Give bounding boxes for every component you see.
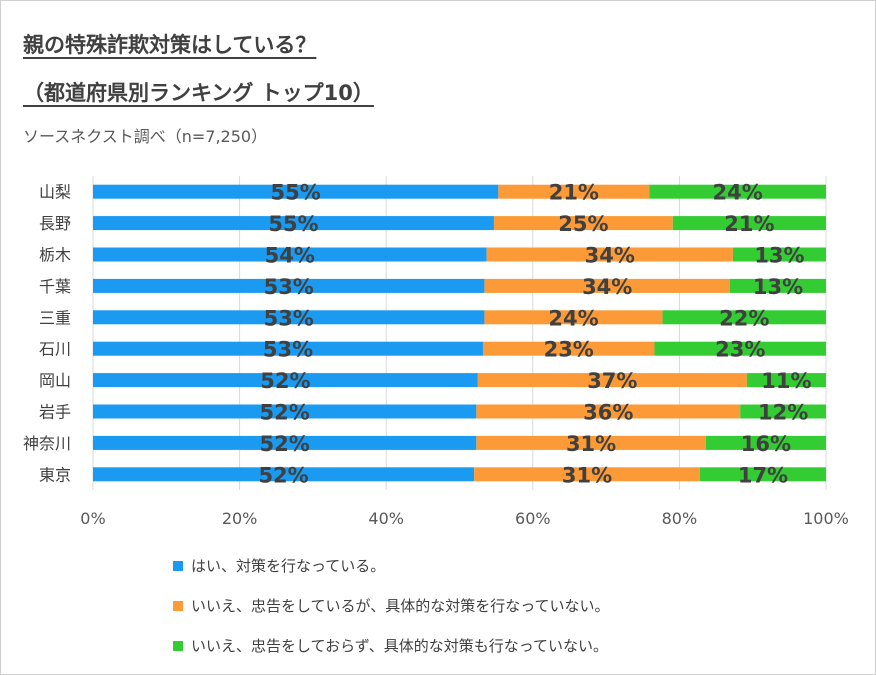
data-label: 22% bbox=[719, 306, 769, 330]
bar-segment bbox=[476, 404, 741, 419]
bar-segment bbox=[654, 341, 826, 356]
bar-segment bbox=[93, 278, 485, 293]
category-label: 神奈川 bbox=[23, 434, 71, 453]
bar-segment bbox=[474, 467, 700, 482]
data-label: 52% bbox=[258, 463, 308, 487]
bar-segment bbox=[729, 278, 826, 293]
category-label: 東京 bbox=[39, 465, 71, 484]
legend-swatch-advice-only bbox=[173, 600, 183, 611]
bar-segment bbox=[476, 435, 706, 450]
bar-segment bbox=[93, 247, 487, 262]
legend-label-none: いいえ、忠告をしておらず、具体的な対策も行なっていない。 bbox=[191, 637, 609, 655]
category-label: 岩手 bbox=[39, 403, 71, 422]
data-label: 13% bbox=[754, 244, 804, 268]
category-label: 山梨 bbox=[39, 183, 71, 202]
legend-swatch-yes bbox=[173, 560, 183, 571]
bar-segment bbox=[93, 467, 475, 482]
bar-segment bbox=[484, 310, 663, 325]
data-label: 16% bbox=[741, 432, 791, 456]
data-label: 52% bbox=[260, 369, 310, 393]
x-tick-label: 20% bbox=[222, 509, 258, 528]
bar-segment bbox=[486, 247, 733, 262]
data-label: 24% bbox=[548, 306, 598, 330]
category-label: 長野 bbox=[39, 214, 71, 233]
bar-segment bbox=[484, 278, 730, 293]
legend-swatch-none bbox=[173, 640, 183, 651]
data-label: 55% bbox=[268, 212, 318, 236]
bar-segment bbox=[672, 216, 826, 231]
data-label: 52% bbox=[260, 432, 310, 456]
legend-label-advice-only: いいえ、忠告をしているが、具体的な対策を行なっていない。 bbox=[191, 597, 610, 615]
data-label: 34% bbox=[582, 275, 632, 299]
category-label: 栃木 bbox=[39, 246, 71, 265]
bar-segment bbox=[482, 341, 655, 356]
data-label: 53% bbox=[263, 338, 313, 362]
x-tick-label: 80% bbox=[662, 509, 698, 528]
data-label: 21% bbox=[724, 212, 774, 236]
bar-segment bbox=[93, 435, 477, 450]
bar-segment bbox=[93, 341, 483, 356]
legend-item-advice-only: いいえ、忠告をしているが、具体的な対策を行なっていない。 bbox=[173, 595, 610, 616]
bar-segment bbox=[662, 310, 826, 325]
bar-segment bbox=[93, 184, 499, 199]
category-label: 三重 bbox=[39, 308, 71, 327]
bar-segment bbox=[93, 373, 478, 388]
data-label: 53% bbox=[264, 306, 314, 330]
data-label: 36% bbox=[583, 401, 633, 425]
bar-segment bbox=[93, 404, 477, 419]
data-label: 17% bbox=[738, 463, 788, 487]
bar-segment bbox=[732, 247, 826, 262]
legend-label-yes: はい、対策を行なっている。 bbox=[191, 557, 386, 575]
bar-segment bbox=[746, 373, 826, 388]
bar-segment bbox=[93, 310, 485, 325]
data-label: 37% bbox=[587, 369, 637, 393]
data-label: 11% bbox=[761, 369, 811, 393]
x-tick-label: 40% bbox=[368, 509, 404, 528]
data-label: 53% bbox=[264, 275, 314, 299]
data-label: 12% bbox=[758, 401, 808, 425]
data-label: 34% bbox=[585, 244, 635, 268]
data-label: 13% bbox=[753, 275, 803, 299]
data-label: 23% bbox=[715, 338, 765, 362]
data-label: 31% bbox=[566, 432, 616, 456]
data-label: 21% bbox=[549, 181, 599, 205]
data-label: 23% bbox=[544, 338, 594, 362]
bar-segment bbox=[93, 216, 494, 231]
chart-title: 親の特殊詐欺対策はしている？ bbox=[23, 33, 317, 57]
bar-segment bbox=[649, 184, 826, 199]
chart-title-ranking: （都道府県別ランキング トップ10） bbox=[23, 81, 374, 105]
data-label: 25% bbox=[558, 212, 608, 236]
chart-subtitle: ソースネクスト調べ（n=7,250） bbox=[23, 127, 268, 146]
legend-item-none: いいえ、忠告をしておらず、具体的な対策も行なっていない。 bbox=[173, 635, 608, 656]
data-label: 55% bbox=[271, 181, 321, 205]
data-label: 54% bbox=[265, 244, 315, 268]
bar-segment bbox=[705, 435, 826, 450]
x-tick-label: 0% bbox=[80, 509, 105, 528]
bar-segment bbox=[740, 404, 826, 419]
data-label: 52% bbox=[260, 401, 310, 425]
bar-segment bbox=[498, 184, 650, 199]
category-label: 石川 bbox=[39, 340, 71, 359]
bar-segment bbox=[699, 467, 826, 482]
bar-segment bbox=[477, 373, 747, 388]
category-label: 岡山 bbox=[39, 371, 71, 390]
data-label: 31% bbox=[562, 463, 612, 487]
category-label: 千葉 bbox=[39, 277, 71, 296]
x-tick-label: 100% bbox=[803, 509, 849, 528]
x-tick-label: 60% bbox=[515, 509, 551, 528]
legend-item-yes: はい、対策を行なっている。 bbox=[173, 555, 385, 576]
bar-segment bbox=[493, 216, 673, 231]
data-label: 24% bbox=[713, 181, 763, 205]
